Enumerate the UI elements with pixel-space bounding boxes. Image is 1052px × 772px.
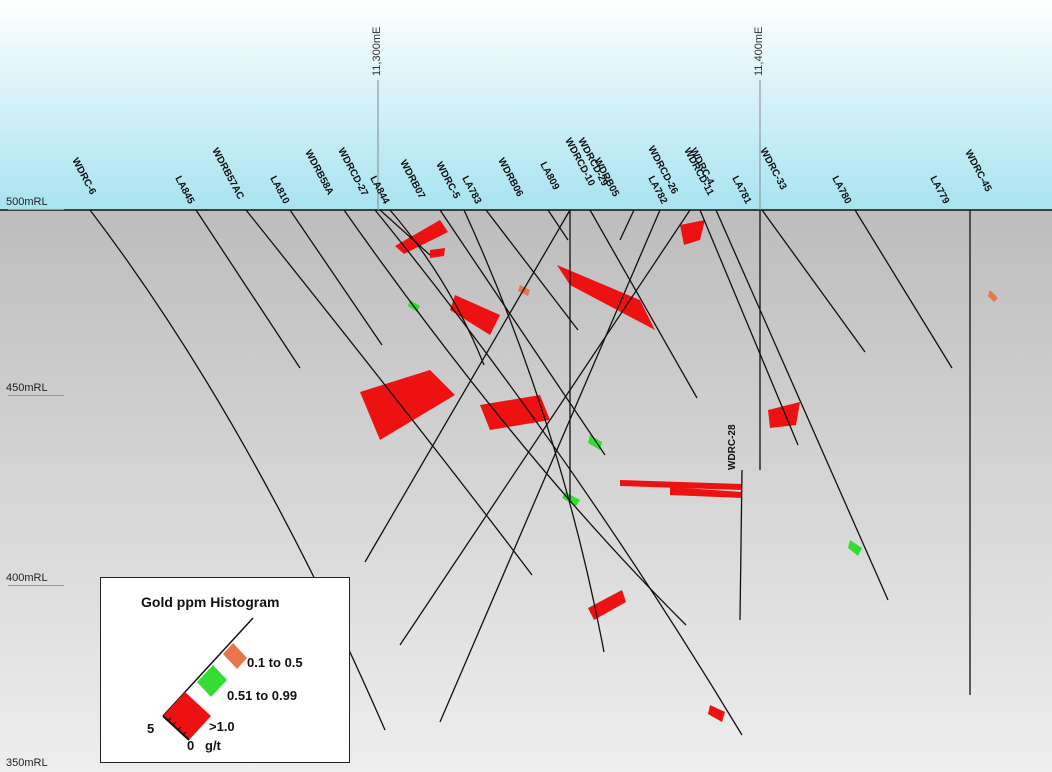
easting-label-11400: 11,400mE <box>753 26 765 76</box>
legend-graphic <box>162 617 254 741</box>
drillhole-trace <box>399 209 691 646</box>
legend-scale-zero: 0 <box>187 738 195 753</box>
easting-label-11300: 11,300mE <box>371 26 383 76</box>
drillhole-trace <box>619 209 635 241</box>
drillhole-trace <box>589 209 698 399</box>
grade-intercept-high <box>395 220 448 254</box>
legend-label-mid: 0.51 to 0.99 <box>227 688 298 703</box>
drillhole-trace <box>485 209 579 331</box>
legend-swatch-low <box>223 643 247 669</box>
drillhole-trace <box>379 209 431 256</box>
drillhole-trace <box>343 209 687 626</box>
legend-scale-ticks <box>167 717 187 736</box>
grade-intercept-high <box>360 370 455 440</box>
elevation-tick <box>8 209 64 210</box>
grade-intercept-high <box>680 220 705 245</box>
legend-swatch-mid <box>197 665 227 697</box>
legend-scale-max: 5 <box>147 721 155 736</box>
grade-intercept-high <box>557 265 655 330</box>
grade-intercept-high <box>670 487 742 498</box>
drillhole-trace <box>289 209 383 346</box>
grade-intercept-high <box>480 395 550 430</box>
elevation-label-450: 450mRL <box>6 382 48 394</box>
legend-title: Gold ppm Histogram <box>141 594 280 610</box>
drillhole-trace <box>854 209 953 369</box>
grade-intercept-mid <box>562 492 580 506</box>
legend-label-low: 0.1 to 0.5 <box>247 655 303 670</box>
elevation-label-500: 500mRL <box>6 196 48 208</box>
grade-intercept-low <box>518 285 530 296</box>
sky-background <box>0 0 1052 210</box>
drillhole-trace <box>195 209 301 369</box>
grade-intercept-mid <box>848 540 862 556</box>
grade-intercept-high <box>430 248 445 258</box>
drillhole-trace <box>245 209 533 576</box>
drillhole-trace <box>547 209 569 241</box>
grade-histograms <box>360 220 998 722</box>
drillhole-trace <box>364 209 571 563</box>
drillhole-trace <box>699 209 799 446</box>
legend-box: Gold ppm Histogram 0.1 to 0.5 0.51 to 0.… <box>100 577 350 763</box>
drillhole-trace <box>715 209 889 601</box>
drillhole-label: WDRC-28 <box>727 424 738 470</box>
legend-swatch-high <box>163 692 211 740</box>
elevation-tick <box>8 395 64 396</box>
drillhole-trace <box>439 209 661 723</box>
elevation-label-350: 350mRL <box>6 757 48 769</box>
grade-intercept-high <box>768 402 800 428</box>
drillhole-trace <box>389 209 485 366</box>
drillhole-trace <box>439 209 606 456</box>
drillhole-trace <box>739 469 743 621</box>
grade-intercept-high <box>588 590 626 620</box>
drillhole-trace <box>761 209 866 353</box>
legend-unit: g/t <box>205 738 221 753</box>
drillhole-traces <box>89 209 971 736</box>
grade-intercept-high <box>708 705 725 722</box>
legend-label-high: >1.0 <box>209 719 235 734</box>
legend-scale-bar <box>162 715 190 741</box>
grade-intercept-high <box>620 480 742 490</box>
elevation-tick <box>8 585 64 586</box>
grade-intercept-low <box>988 290 998 302</box>
elevation-label-400: 400mRL <box>6 572 48 584</box>
drillhole-trace <box>374 209 743 736</box>
grade-intercept-high <box>450 295 500 335</box>
